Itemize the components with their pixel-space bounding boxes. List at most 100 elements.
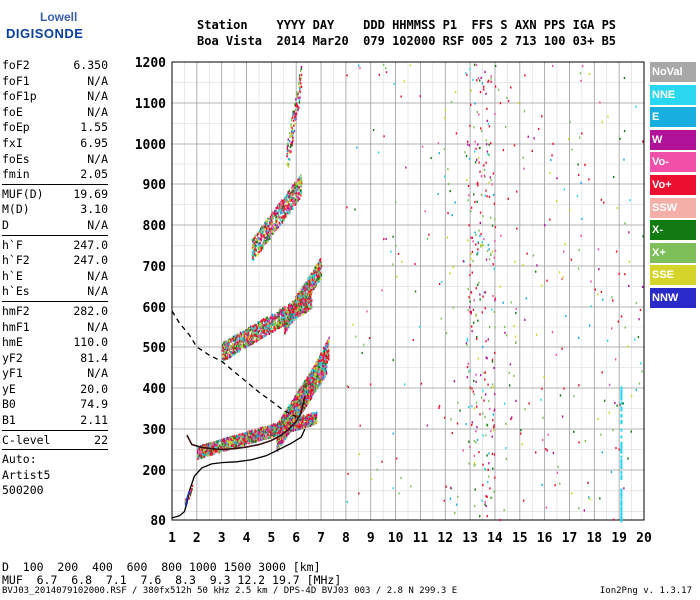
- autoscaling-line3: 500200: [2, 483, 44, 498]
- echo-point: [215, 450, 218, 453]
- param-name: h`E: [2, 268, 23, 283]
- echo-point: [300, 418, 302, 421]
- logo-digisonde: DIGISONDE: [6, 26, 84, 41]
- echo-point: [245, 441, 248, 444]
- echo-point: [325, 372, 328, 375]
- echo-point: [306, 416, 308, 420]
- echo-point: [261, 428, 264, 431]
- echo-point: [266, 431, 269, 434]
- distance-label: D: [2, 560, 9, 574]
- param-row: h`Es N/A: [2, 284, 108, 300]
- echo-point: [250, 430, 252, 433]
- echo-point: [264, 426, 267, 430]
- echo-point: [312, 412, 315, 415]
- echo-point: [200, 453, 202, 456]
- echo-point: [292, 402, 295, 405]
- echo-point: [213, 443, 216, 446]
- param-value: 74.9: [80, 397, 108, 412]
- echo-point: [302, 426, 305, 429]
- param-name: foF1: [2, 73, 30, 88]
- echo-point: [320, 362, 323, 366]
- param-name: C-level: [2, 432, 51, 447]
- echo-point: [294, 412, 297, 415]
- echo-point: [322, 347, 325, 350]
- echo-point: [322, 373, 325, 377]
- autoscaling-line2: Artist5: [2, 467, 51, 482]
- echo-point: [239, 435, 241, 439]
- echo-point: [247, 435, 249, 439]
- echo-point: [211, 449, 214, 452]
- echo-point: [307, 413, 310, 417]
- echo-point: [300, 424, 302, 428]
- echo-point: [249, 438, 252, 442]
- echo-point: [287, 432, 289, 436]
- echo-point: [305, 423, 308, 426]
- x-tick-label: 18: [586, 531, 602, 546]
- param-row: foF2 6.350: [2, 58, 108, 74]
- echo-point: [327, 357, 330, 361]
- echo-point: [296, 412, 298, 415]
- echo-point: [213, 445, 216, 448]
- echo-point: [315, 389, 317, 392]
- echo-point: [311, 382, 313, 386]
- echo-point: [308, 301, 310, 304]
- echo-point: [315, 384, 317, 387]
- echo-point: [293, 416, 295, 419]
- echo-point: [314, 362, 317, 366]
- x-tick-label: 16: [537, 531, 553, 546]
- echo-point: [235, 334, 237, 337]
- echo-point: [214, 441, 217, 444]
- echo-point: [281, 424, 283, 428]
- echo-point: [237, 435, 239, 439]
- echo-point: [309, 381, 311, 384]
- echo-point: [208, 445, 211, 448]
- echo-point: [222, 446, 225, 450]
- echo-point: [319, 363, 322, 366]
- echo-point: [216, 446, 218, 449]
- echo-point: [234, 440, 237, 443]
- param-name: MUF(D): [2, 186, 44, 201]
- echo-point: [307, 378, 310, 381]
- echo-point: [260, 436, 263, 440]
- echo-point: [238, 435, 241, 438]
- echo-point: [314, 389, 316, 393]
- x-tick-label: 9: [367, 531, 375, 546]
- echo-point: [291, 413, 294, 417]
- echo-point: [324, 366, 327, 369]
- echo-point: [294, 397, 296, 400]
- echo-point: [296, 397, 298, 401]
- echo-point: [241, 439, 243, 442]
- echo-point: [227, 436, 229, 440]
- echo-point: [211, 453, 213, 456]
- echo-point: [301, 419, 303, 422]
- y-tick-label: 400: [143, 382, 167, 397]
- echo-point: [307, 386, 310, 389]
- param-value: 2.11: [80, 413, 108, 428]
- param-name: foEs: [2, 151, 30, 166]
- echo-point: [226, 437, 228, 440]
- echo-point: [323, 354, 325, 357]
- echo-point: [225, 439, 227, 443]
- echo-point: [307, 422, 310, 425]
- echo-point: [215, 442, 218, 445]
- param-name: fmin: [2, 167, 30, 182]
- echo-point: [306, 418, 308, 421]
- echo-point: [265, 429, 268, 432]
- echo-point: [325, 370, 327, 374]
- echo-point: [226, 445, 228, 449]
- echo-point: [322, 364, 324, 368]
- echo-point: [302, 382, 304, 386]
- echo-point: [278, 441, 281, 444]
- echo-point: [313, 375, 315, 379]
- echo-point: [247, 440, 250, 444]
- echo-point: [287, 419, 289, 422]
- param-value: N/A: [87, 268, 108, 283]
- echo-point: [228, 443, 230, 446]
- y-tick-label: 80: [150, 514, 166, 529]
- echo-point: [313, 413, 316, 416]
- echo-point: [305, 393, 307, 396]
- echo-point: [304, 425, 307, 428]
- echo-point: [314, 415, 317, 418]
- echo-point: [250, 432, 252, 435]
